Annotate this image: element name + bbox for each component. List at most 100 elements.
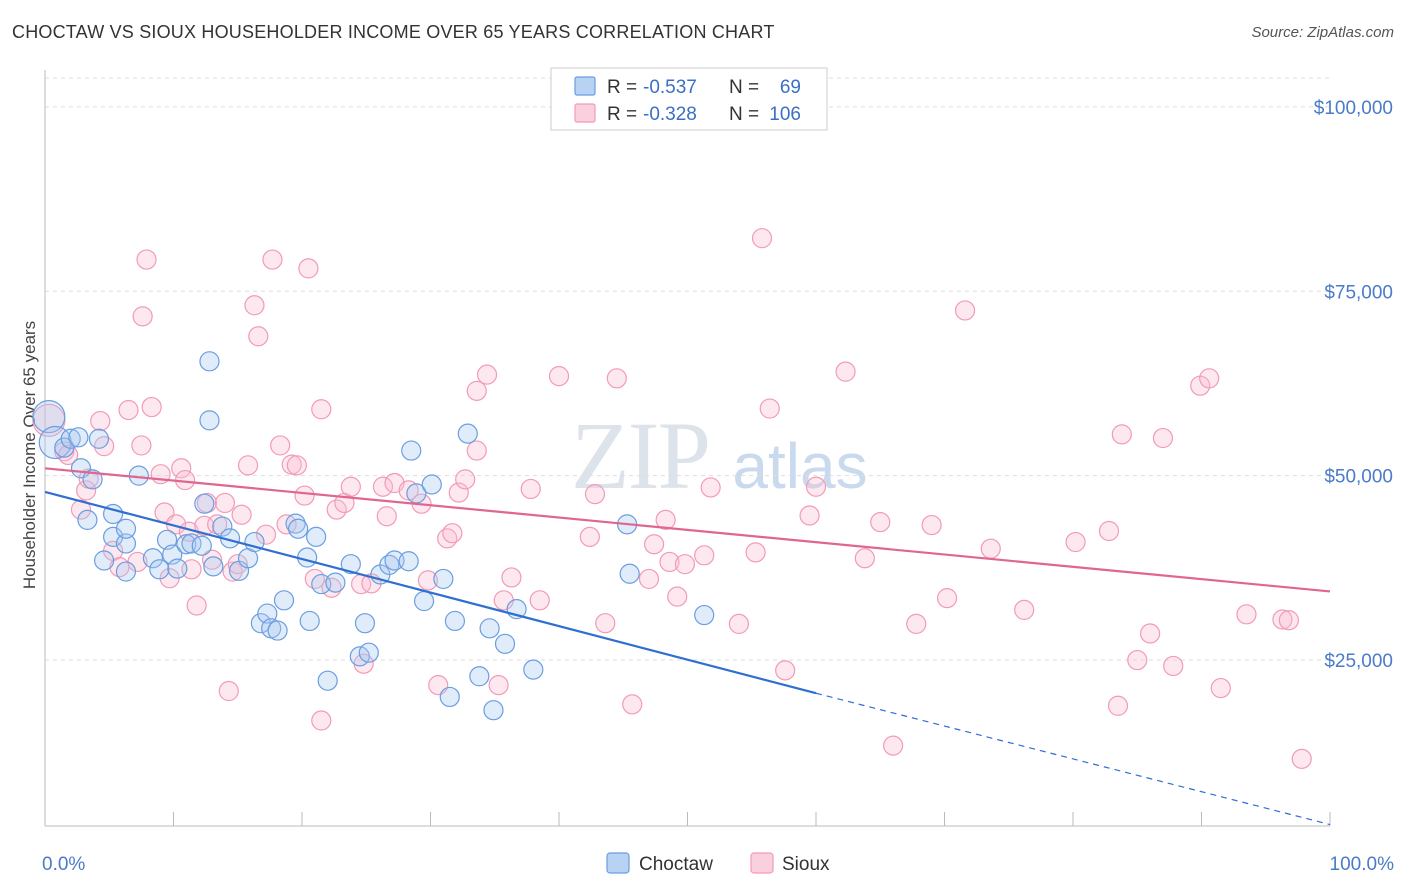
choctaw-trend-line (44, 490, 817, 695)
choctaw-point (494, 633, 516, 654)
x-tick-label-1: 100.0% (1330, 854, 1395, 875)
choctaw-point (358, 642, 379, 663)
watermark: ZIP atlas (571, 402, 868, 509)
sioux-point (262, 249, 283, 270)
sioux-point (270, 435, 291, 456)
sioux-point (1278, 610, 1299, 631)
choctaw-point (413, 590, 435, 612)
sioux-point (520, 478, 541, 500)
sioux-point (326, 499, 347, 520)
sioux-point (1139, 623, 1161, 644)
sioux-point (1111, 424, 1132, 445)
choctaw-point (421, 474, 442, 495)
choctaw-point (199, 410, 220, 431)
sioux-point (728, 613, 750, 635)
choctaw-point (439, 686, 460, 708)
legend-r-label-sioux: R = (607, 104, 637, 125)
sioux-points (32, 228, 1312, 769)
choctaw-point (32, 400, 66, 434)
y-axis-label: Householder Income Over 65 years (20, 321, 39, 589)
sioux-point (694, 545, 715, 566)
legend-r-label-choctaw: R = (607, 77, 637, 98)
choctaw-point (273, 590, 295, 611)
sioux-point (311, 710, 332, 731)
sioux-point (1210, 677, 1231, 699)
choctaw-point (82, 469, 103, 490)
choctaw-point (149, 559, 170, 580)
sioux-point (882, 735, 904, 756)
series-legend-swatch-sioux (750, 852, 774, 874)
sioux-point (132, 306, 153, 327)
choctaw-point (103, 526, 124, 547)
choctaw-point (523, 659, 544, 680)
legend-box (550, 67, 828, 131)
sioux-point (255, 524, 277, 545)
sioux-point (281, 454, 302, 475)
sioux-point (118, 399, 139, 421)
legend-swatch-choctaw (574, 76, 596, 96)
watermark-zip: ZIP (571, 402, 709, 509)
sioux-point (76, 480, 97, 501)
sioux-point (372, 476, 394, 497)
choctaw-point (38, 425, 72, 460)
sioux-trend-line (44, 467, 1331, 593)
choctaw-point (354, 613, 376, 634)
choctaw-point (469, 666, 490, 687)
sioux-point (655, 509, 676, 531)
sioux-point (1152, 427, 1174, 449)
sioux-point (674, 554, 696, 575)
choctaw-point (167, 558, 188, 579)
sioux-point (501, 567, 522, 588)
y-tick-label-1: $50,000 (1324, 467, 1393, 488)
series-legend-label-choctaw: Choctaw (639, 854, 713, 875)
choctaw-point (60, 428, 81, 449)
y-tick-label-3: $100,000 (1314, 98, 1393, 119)
sioux-point (751, 228, 773, 249)
choctaw-point (285, 513, 306, 534)
sioux-point (476, 364, 498, 385)
choctaw-point (483, 700, 504, 721)
sioux-point (1291, 748, 1312, 769)
choctaw-point (457, 423, 478, 444)
choctaw-point (340, 554, 361, 575)
choctaw-point (181, 533, 202, 554)
sioux-point (622, 694, 643, 715)
sioux-point (218, 680, 239, 702)
trend-lines (44, 467, 1331, 826)
sioux-point (1199, 368, 1220, 389)
sioux-point (376, 506, 397, 527)
choctaw-point (199, 351, 220, 372)
sioux-point (759, 398, 780, 419)
legend-r-value-sioux: -0.328 (643, 104, 697, 125)
sioux-point (231, 504, 252, 525)
sioux-point (136, 249, 157, 270)
sioux-point (906, 613, 927, 635)
sioux-point (340, 476, 361, 497)
sioux-point (1014, 599, 1035, 620)
sioux-point (298, 258, 319, 279)
choctaw-point (444, 610, 466, 632)
sioux-point (870, 512, 891, 533)
choctaw-point (115, 533, 137, 554)
sioux-point (638, 568, 660, 590)
y-tick-labels: $25,000 $50,000 $75,000 $100,000 (1314, 98, 1393, 672)
choctaw-point (191, 535, 212, 556)
sioux-point (700, 477, 721, 498)
sioux-point (1163, 655, 1184, 677)
sioux-point (835, 361, 856, 382)
choctaw-point (299, 610, 320, 632)
legend-n-label-choctaw: N = (729, 77, 759, 98)
choctaw-point (433, 568, 454, 590)
sioux-point (237, 455, 259, 476)
sioux-point (214, 492, 235, 514)
choctaw-point (212, 516, 233, 537)
sioux-point (417, 570, 439, 591)
choctaw-point (194, 493, 215, 514)
sioux-point (171, 458, 192, 479)
watermark-atlas: atlas (732, 430, 867, 502)
series-legend: Choctaw Sioux (606, 852, 830, 875)
legend-n-value-sioux: 106 (769, 104, 801, 125)
sioux-point (141, 396, 162, 418)
choctaw-point (68, 427, 89, 448)
choctaw-point (77, 509, 98, 531)
